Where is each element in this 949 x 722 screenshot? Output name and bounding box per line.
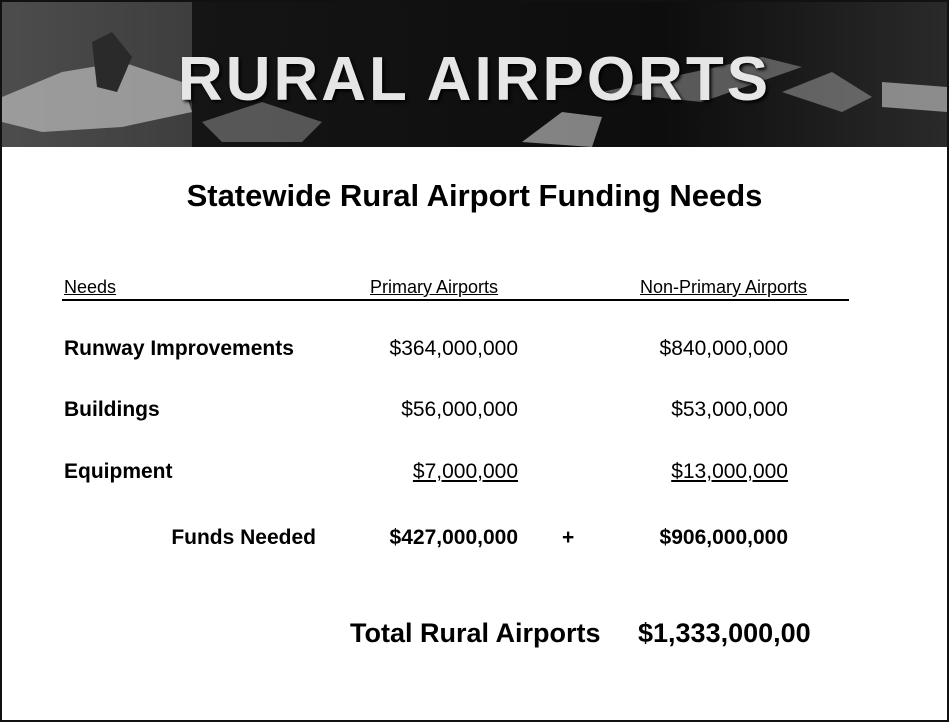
cell: $840,000,000 bbox=[659, 337, 788, 360]
row-label: Runway Improvements bbox=[64, 337, 294, 360]
cell: $56,000,000 bbox=[401, 398, 518, 421]
header-rule bbox=[62, 299, 849, 301]
cell: $364,000,000 bbox=[389, 337, 518, 360]
banner-image bbox=[2, 2, 947, 147]
column-header: Needs bbox=[64, 277, 117, 297]
column-header: Primary Airports bbox=[370, 277, 499, 297]
banner-title: RURAL AIRPORTS bbox=[177, 45, 772, 114]
operator: + bbox=[562, 526, 575, 549]
grand-total-value: $1,333,000,00 bbox=[638, 618, 811, 648]
total-cell: $427,000,000 bbox=[389, 526, 518, 549]
row-label: Buildings bbox=[64, 398, 160, 421]
cell: $7,000,000 bbox=[412, 460, 518, 483]
total-cell: $906,000,000 bbox=[659, 526, 788, 549]
row-label: Equipment bbox=[64, 460, 173, 483]
slide-title: Statewide Rural Airport Funding Needs bbox=[186, 178, 763, 213]
cell: $53,000,000 bbox=[671, 398, 788, 421]
grand-total-label: Total Rural Airports bbox=[350, 618, 601, 648]
cell: $13,000,000 bbox=[671, 460, 788, 483]
column-header: Non-Primary Airports bbox=[640, 277, 808, 297]
total-label: Funds Needed bbox=[171, 526, 316, 549]
